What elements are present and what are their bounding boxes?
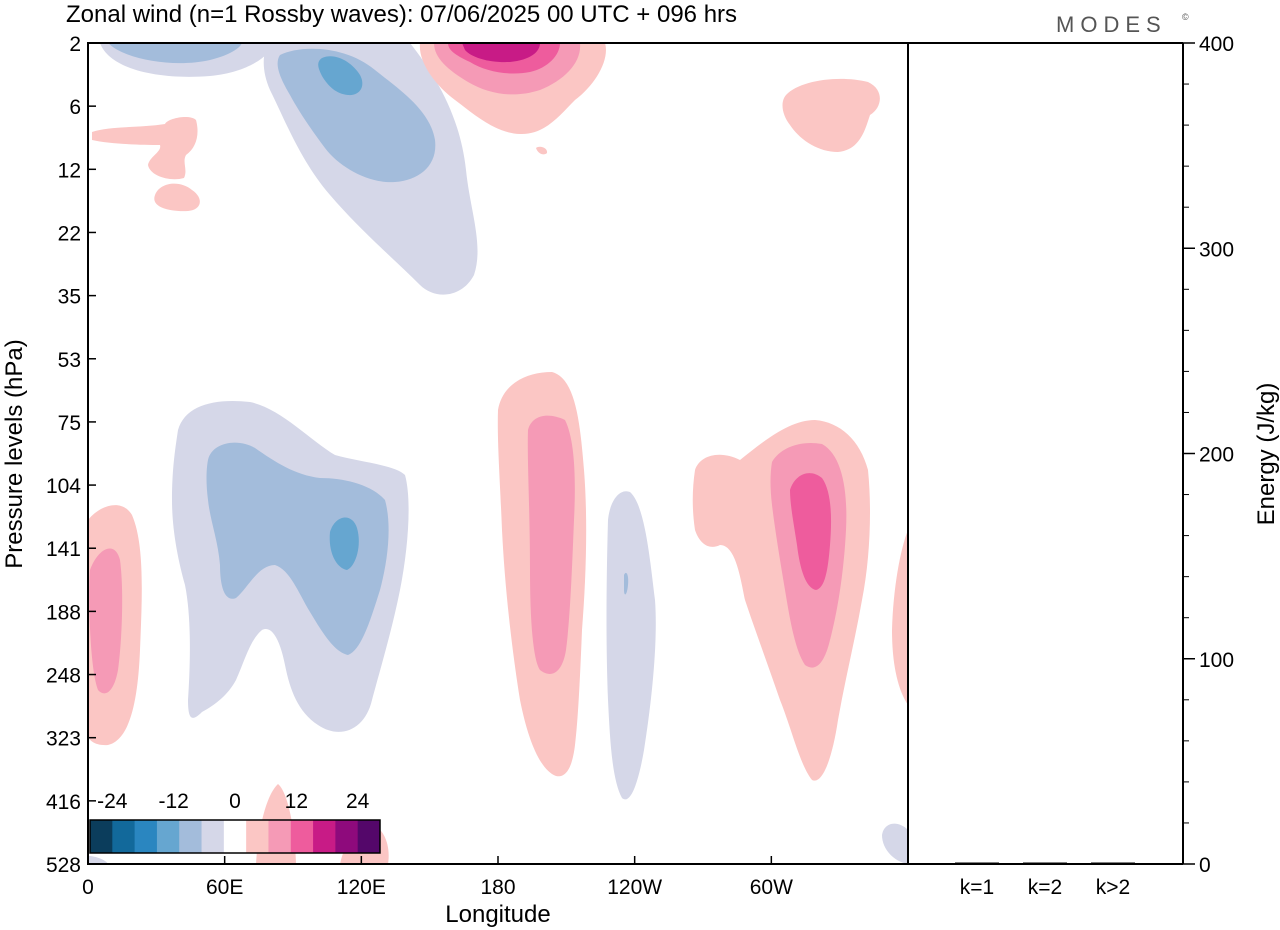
x-tick-label: 60W — [750, 876, 793, 899]
y-tick-label: 528 — [46, 854, 81, 877]
colorbar-swatch — [179, 820, 203, 853]
y-tick-label: 104 — [46, 475, 81, 498]
colorbar-label: 12 — [285, 790, 308, 813]
y-tick-label: 248 — [46, 665, 81, 688]
y-tick-label: 416 — [46, 791, 81, 814]
contour-pos-speck — [536, 146, 548, 155]
contour-neg-bottom-right — [882, 823, 908, 864]
contour-pos-upper-left-b — [154, 183, 200, 212]
x-tick-label: 120W — [607, 876, 662, 899]
energy-tick-label: 300 — [1199, 238, 1234, 261]
colorbar-swatch — [112, 820, 136, 853]
energy-bar — [955, 862, 999, 864]
colorbar-swatch — [335, 820, 359, 853]
colorbar-swatch — [357, 820, 381, 853]
energy-tick-label: 200 — [1199, 444, 1234, 467]
energy-bar — [1023, 862, 1067, 864]
energy-axis-label: Energy (J/kg) — [1253, 383, 1280, 526]
contour-neg-col — [606, 491, 656, 800]
contour-neg-bottom-left — [88, 856, 108, 864]
y-tick-label: 323 — [46, 728, 81, 751]
colorbar: -24 -12 0 12 24 — [89, 790, 381, 854]
energy-bar — [1091, 862, 1135, 864]
y-tick-label: 12 — [58, 159, 81, 182]
y-tick-label: 141 — [46, 538, 81, 561]
y-tick-label: 75 — [58, 412, 81, 435]
colorbar-swatch — [290, 820, 314, 853]
y-tick-label: 35 — [58, 286, 81, 309]
y-tick-label: 188 — [46, 601, 81, 624]
colorbar-swatch — [156, 820, 180, 853]
modes-logo: MODES © — [1056, 12, 1189, 37]
contour-pos-col-inner — [527, 415, 575, 674]
colorbar-label: 24 — [346, 790, 370, 813]
energy-tick-label: 0 — [1199, 854, 1211, 877]
energy-tick-label: 100 — [1199, 649, 1234, 672]
energy-category-label: k>2 — [1096, 876, 1130, 899]
colorbar-label: -12 — [158, 790, 188, 813]
energy-tick-label: 400 — [1199, 33, 1234, 56]
x-tick-label: 60E — [206, 876, 243, 899]
y-tick-label: 22 — [58, 222, 81, 245]
energy-category-label: k=1 — [960, 876, 994, 899]
contour-pos-upper-left-a — [92, 117, 198, 180]
y-axis-label: Pressure levels (hPa) — [1, 339, 28, 568]
colorbar-swatch — [201, 820, 225, 853]
chart-title: Zonal wind (n=1 Rossby waves): 07/06/202… — [66, 1, 737, 28]
x-axis-label: Longitude — [445, 901, 550, 928]
colorbar-swatch — [246, 820, 269, 853]
x-tick-label: 0 — [82, 876, 94, 899]
contour-pos-right-edge — [892, 530, 908, 705]
colorbar-swatch — [223, 820, 247, 853]
colorbar-label: -24 — [97, 790, 128, 813]
contour-pos-upper-right — [782, 78, 880, 152]
contour-field — [88, 43, 908, 864]
contour-neg-col-dot — [624, 572, 629, 595]
colorbar-swatch — [268, 820, 292, 853]
x-tick-label: 120E — [337, 876, 386, 899]
modes-logo-text: MODES — [1056, 12, 1167, 37]
contour-pos-right-core — [790, 473, 832, 590]
colorbar-swatch — [134, 820, 158, 853]
contour-pos-upper-core — [462, 43, 540, 63]
contour-neg-upper-core — [318, 56, 363, 96]
contour-neg-top-left-inner — [108, 43, 242, 64]
colorbar-swatch — [313, 820, 336, 853]
colorbar-frame — [89, 819, 381, 854]
x-tick-label: 180 — [480, 876, 515, 899]
contour-neg-upper-mid — [277, 48, 436, 183]
contour-neg-lower-mid — [206, 442, 389, 655]
contour-neg-lower-core — [329, 517, 359, 570]
colorbar-label: 0 — [229, 790, 241, 813]
y-tick-label: 6 — [69, 96, 81, 119]
y-tick-label: 2 — [69, 33, 81, 56]
modes-logo-mark: © — [1182, 12, 1189, 22]
y-tick-label: 53 — [58, 349, 81, 372]
contour-pos-left-inner — [89, 548, 123, 694]
colorbar-swatch — [90, 820, 113, 853]
energy-category-label: k=2 — [1028, 876, 1062, 899]
